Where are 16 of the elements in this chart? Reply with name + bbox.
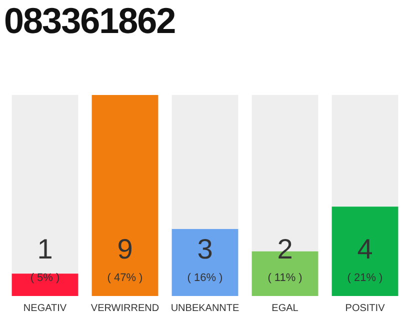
data-label: 1: [37, 234, 53, 265]
data-label: 9: [117, 234, 133, 265]
bar: [12, 274, 78, 296]
annotation: ( 47% ): [107, 272, 143, 284]
annotation: ( 11% ): [268, 272, 302, 284]
chart-title: 083361862: [4, 0, 176, 42]
x-tick-label: POSITIV: [345, 302, 386, 314]
data-label: 3: [197, 234, 213, 265]
x-tick-label: VERWIRREND: [90, 302, 160, 314]
annotation: ( 16% ): [187, 272, 223, 284]
x-tick-label: UNBEKANNTE: [170, 302, 240, 314]
x-tick-label: NEGATIV: [23, 302, 67, 314]
annotation: ( 21% ): [347, 272, 383, 284]
data-label: 4: [357, 234, 373, 265]
x-tick-label: EGAL: [272, 302, 299, 314]
annotation: ( 5% ): [30, 272, 60, 284]
